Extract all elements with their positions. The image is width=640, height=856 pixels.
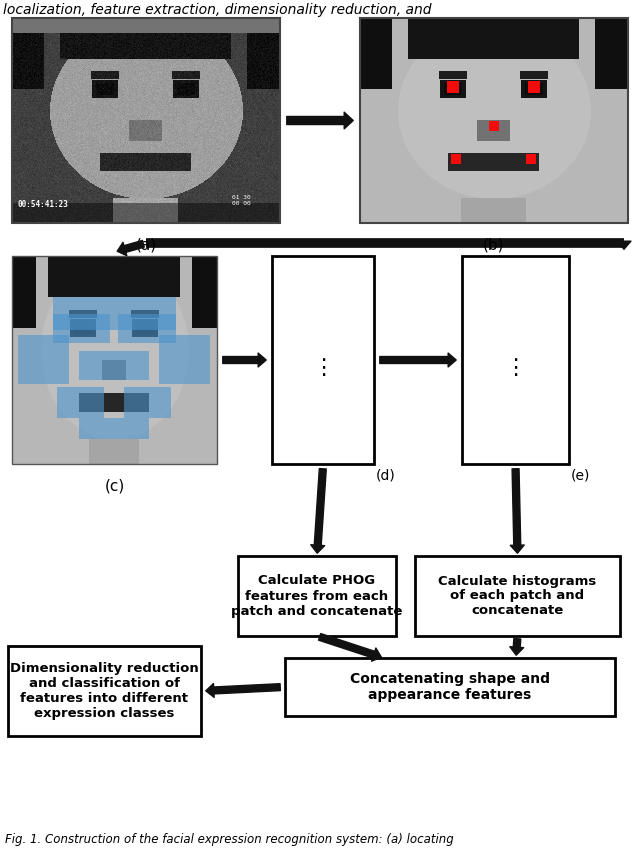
Text: (b): (b) — [483, 237, 505, 252]
Text: (e): (e) — [571, 468, 590, 482]
Text: (a): (a) — [136, 237, 157, 252]
Text: (c): (c) — [104, 478, 125, 493]
Bar — [12, 18, 280, 223]
Text: Fig. 1. Construction of the facial expression recognition system: (a) locating: Fig. 1. Construction of the facial expre… — [5, 833, 454, 846]
Text: 00:54:41:23: 00:54:41:23 — [18, 200, 69, 209]
FancyBboxPatch shape — [415, 556, 620, 636]
Text: Concatenating shape and
appearance features: Concatenating shape and appearance featu… — [350, 672, 550, 702]
Text: Calculate histograms
of each patch and
concatenate: Calculate histograms of each patch and c… — [438, 574, 596, 617]
Bar — [272, 256, 374, 464]
Text: ⋮: ⋮ — [504, 358, 527, 378]
FancyBboxPatch shape — [285, 658, 615, 716]
Text: 01 30
00 00: 01 30 00 00 — [232, 195, 251, 206]
Text: localization, feature extraction, dimensionality reduction, and: localization, feature extraction, dimens… — [3, 3, 431, 17]
FancyBboxPatch shape — [238, 556, 396, 636]
Bar — [12, 256, 217, 464]
FancyBboxPatch shape — [8, 646, 201, 736]
Bar — [462, 256, 569, 464]
Text: Calculate PHOG
features from each
patch and concatenate: Calculate PHOG features from each patch … — [231, 574, 403, 617]
Text: ⋮: ⋮ — [312, 358, 334, 378]
Bar — [360, 18, 628, 223]
Text: (d): (d) — [376, 468, 396, 482]
Text: Dimensionality reduction
and classification of
features into different
expressio: Dimensionality reduction and classificat… — [10, 662, 199, 720]
